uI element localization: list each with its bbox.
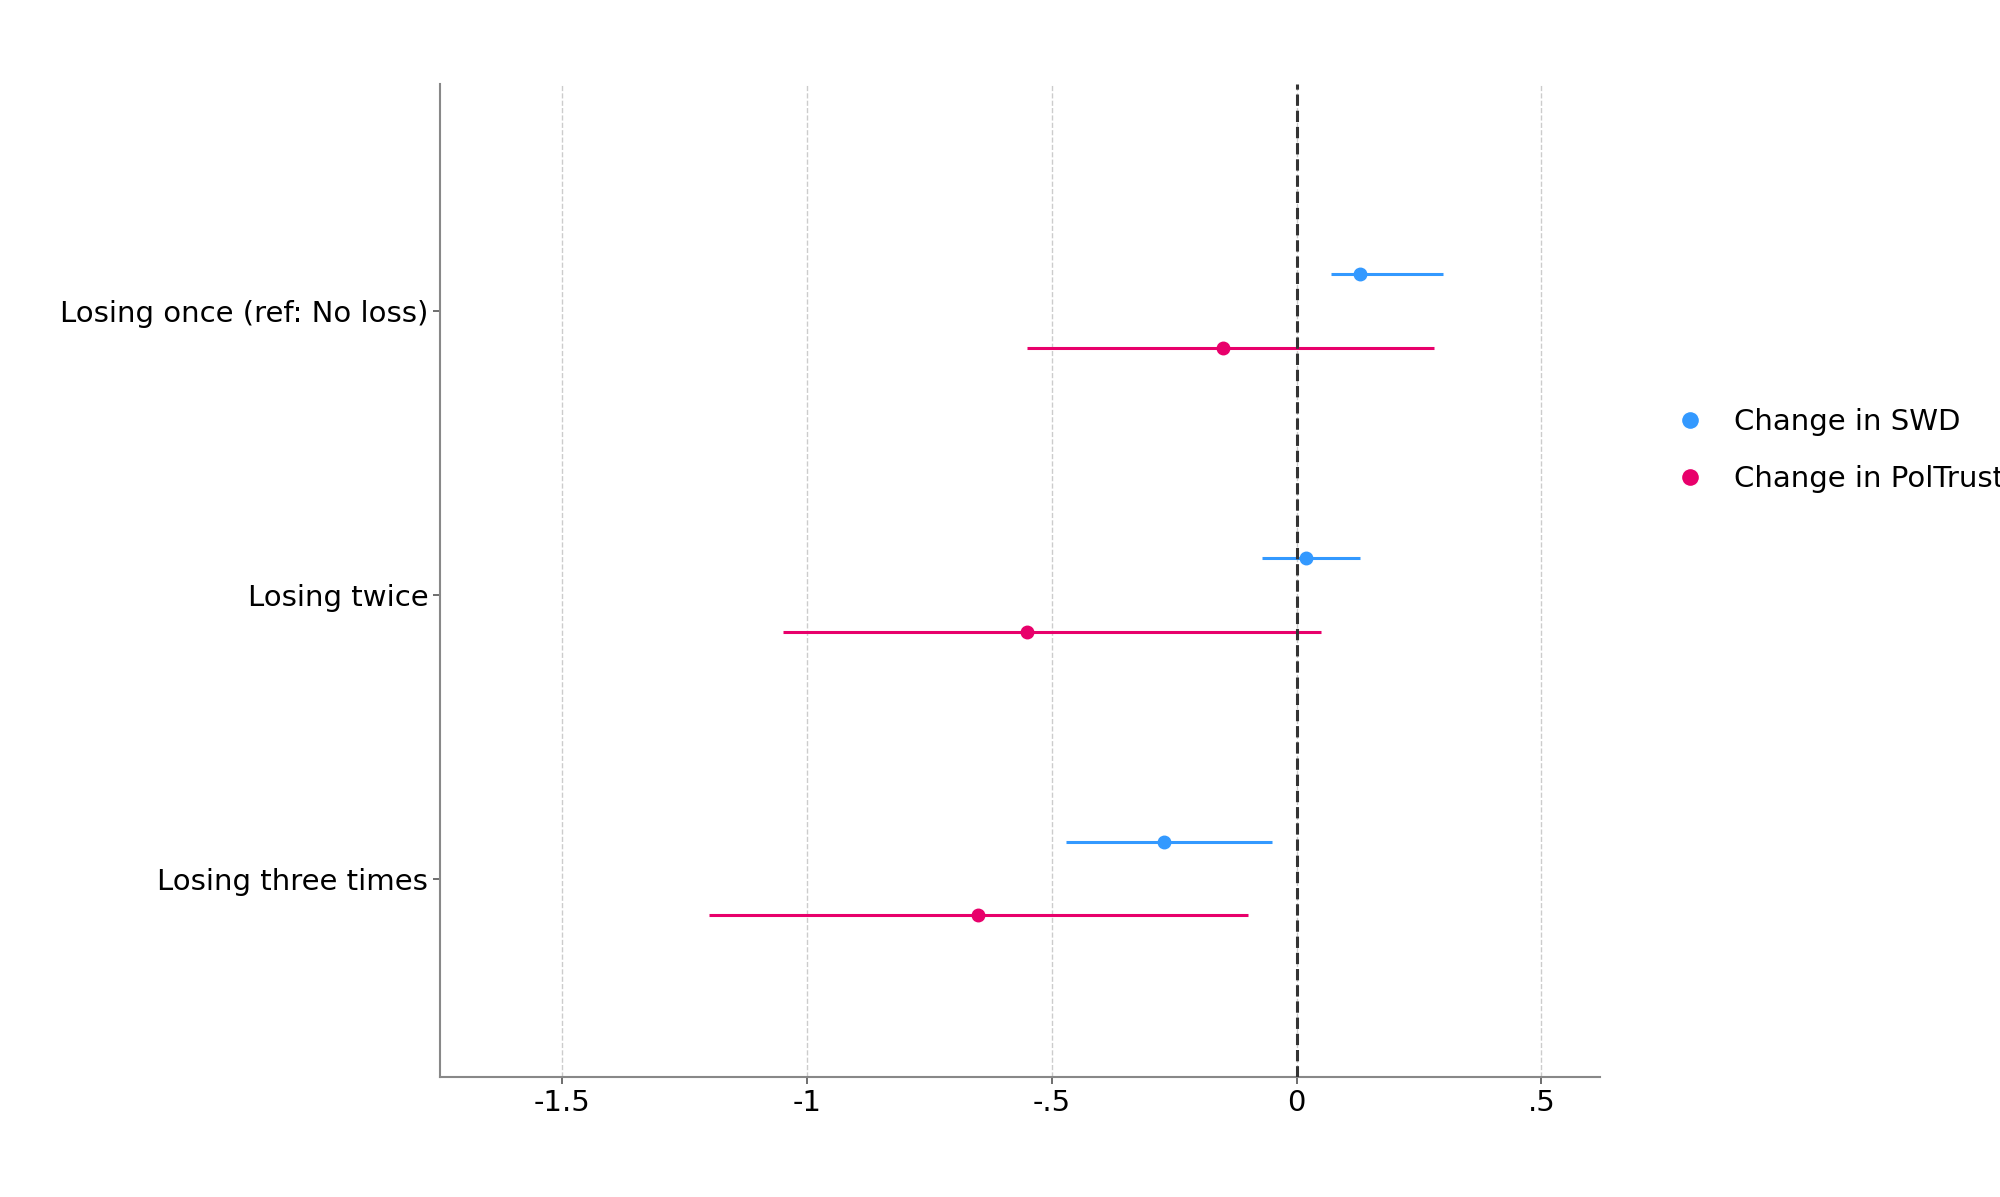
Legend: Change in SWD, Change in PolTrust: Change in SWD, Change in PolTrust: [1650, 396, 2000, 505]
